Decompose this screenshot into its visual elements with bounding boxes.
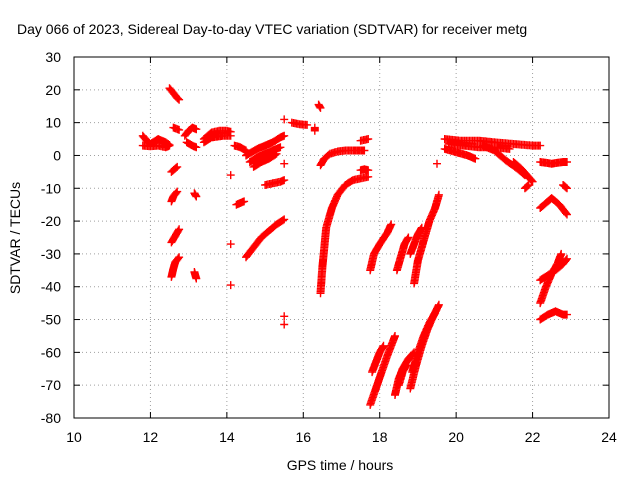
sdtvar-points (138, 84, 571, 409)
chart-title: Day 066 of 2023, Sidereal Day-to-day VTE… (17, 21, 527, 37)
y-tick-label: -50 (41, 312, 61, 328)
y-tick-label: 20 (45, 82, 61, 98)
y-tick-label: 10 (45, 115, 61, 131)
y-tick-label: -60 (41, 344, 61, 360)
y-axis-label: SDTVAR / TECUs (7, 182, 23, 294)
y-tick-label: 0 (53, 147, 61, 163)
x-tick-label: 20 (448, 429, 464, 445)
plot-frame (73, 56, 610, 419)
y-tick-label: -80 (41, 410, 61, 426)
y-tick-label: -70 (41, 377, 61, 393)
y-tick-label: -30 (41, 246, 61, 262)
axes: 10 12 14 16 18 20 22 24 30 20 10 0 -10 -20 -30 -40 -50 -6… (41, 49, 617, 445)
x-tick-label: 16 (295, 429, 311, 445)
x-tick-label: 22 (525, 429, 541, 445)
x-axis-label: GPS time / hours (287, 457, 394, 473)
y-tick-label: -20 (41, 213, 61, 229)
y-tick-label: 30 (45, 49, 61, 65)
y-tick-label: -40 (41, 279, 61, 295)
data-marks (138, 84, 571, 409)
x-tick-label: 18 (372, 429, 388, 445)
x-tick-label: 12 (143, 429, 159, 445)
x-tick-label: 14 (219, 429, 235, 445)
grid-lines (74, 57, 609, 418)
x-tick-label: 10 (66, 429, 82, 445)
x-tick-label: 24 (601, 429, 617, 445)
y-tick-label: -10 (41, 180, 61, 196)
